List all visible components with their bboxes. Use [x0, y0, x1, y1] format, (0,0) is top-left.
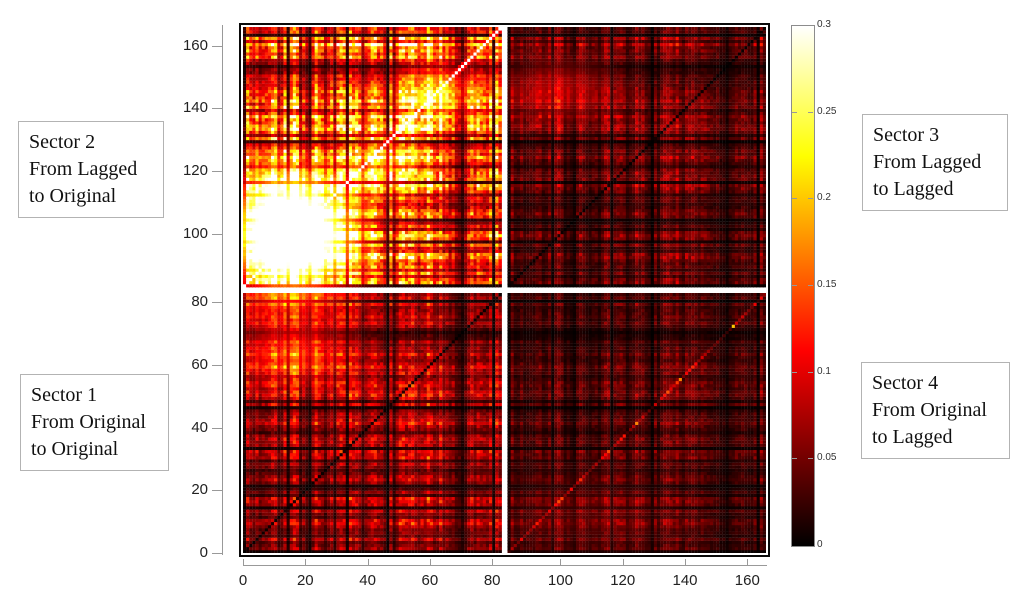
y-tick-label: 20 [191, 481, 208, 499]
x-tick [429, 559, 431, 565]
x-tick-label: 0 [238, 572, 248, 589]
colorbar-tick [792, 458, 797, 460]
y-tick-label: 140 [182, 99, 208, 117]
colorbar-tick-label: 0.1 [817, 365, 831, 377]
sector-2-line-1: Sector 2 [29, 131, 96, 153]
x-tick [492, 559, 494, 565]
colorbar-tick-label: 0.3 [817, 19, 831, 30]
colorbar-tick [808, 458, 813, 460]
y-tick-label: 120 [182, 162, 208, 180]
x-axis-line [243, 565, 767, 566]
colorbar-tick-label: 0.15 [817, 279, 837, 290]
heatmap-plot-frame [239, 23, 770, 557]
sector-3-label-box: Sector 3 From Lagged to Lagged [862, 114, 1008, 211]
sector-4-label-box: Sector 4 From Original to Lagged [861, 362, 1010, 459]
colorbar-tick [808, 111, 813, 113]
x-tick [685, 559, 687, 565]
colorbar-tick-label: 0.2 [817, 192, 831, 204]
colorbar-tick [792, 111, 797, 113]
colorbar-gradient [792, 26, 814, 546]
y-tick-label: 40 [191, 418, 208, 436]
x-tick [622, 559, 624, 565]
sector-2-line-3: to Original [29, 185, 117, 207]
x-tick-label: 160 [734, 572, 760, 589]
sector-4-line-1: Sector 4 [872, 372, 939, 394]
x-tick-label: 20 [296, 572, 314, 589]
sector-4-line-3: to Lagged [872, 426, 953, 448]
heatmap-canvas [243, 27, 766, 553]
y-tick-label: 100 [182, 224, 208, 242]
x-tick-label: 140 [672, 572, 698, 589]
y-tick [212, 45, 222, 47]
x-tick-label: 60 [421, 572, 439, 589]
sector-1-line-2: From Original [31, 411, 146, 433]
sector-2-label-box: Sector 2 From Lagged to Original [18, 121, 164, 218]
y-tick [212, 490, 222, 492]
colorbar-tick-label: 0.25 [817, 105, 837, 117]
sector-1-line-3: to Original [31, 438, 119, 460]
x-tick [305, 559, 307, 565]
colorbar-tick-label: 0 [817, 539, 823, 550]
x-tick-label: 100 [547, 572, 573, 589]
sector-1-line-1: Sector 1 [31, 384, 98, 406]
sector-1-label-box: Sector 1 From Original to Original [20, 374, 169, 471]
y-tick-label: 80 [191, 293, 208, 311]
y-tick-label: 60 [191, 356, 208, 374]
sector-3-line-1: Sector 3 [873, 124, 940, 146]
colorbar-tick [792, 198, 797, 200]
sector-3-line-2: From Lagged [873, 151, 982, 173]
colorbar-tick [808, 285, 813, 286]
y-tick-label: 0 [199, 544, 208, 561]
y-tick-label: 160 [182, 36, 208, 54]
x-tick [560, 559, 562, 565]
x-tick [747, 559, 749, 565]
sector-2-line-2: From Lagged [29, 158, 138, 180]
colorbar-tick [808, 198, 813, 200]
x-tick-label: 40 [359, 572, 376, 589]
colorbar-tick-label: 0.05 [817, 452, 837, 464]
colorbar [791, 25, 815, 547]
x-tick-label: 120 [610, 572, 636, 589]
x-tick-label: 80 [483, 572, 501, 589]
y-tick [212, 233, 222, 235]
y-tick [212, 553, 222, 554]
colorbar-tick [808, 371, 813, 373]
x-tick [243, 559, 244, 565]
x-tick [367, 559, 369, 565]
y-tick [212, 302, 222, 304]
y-axis-line [222, 25, 223, 555]
y-tick [212, 365, 222, 367]
sector-3-line-3: to Lagged [873, 178, 954, 200]
colorbar-tick [792, 371, 797, 373]
y-tick [212, 427, 222, 429]
y-tick [212, 171, 222, 173]
sector-4-line-2: From Original [872, 399, 987, 421]
colorbar-tick [792, 285, 797, 286]
y-tick [212, 108, 222, 110]
